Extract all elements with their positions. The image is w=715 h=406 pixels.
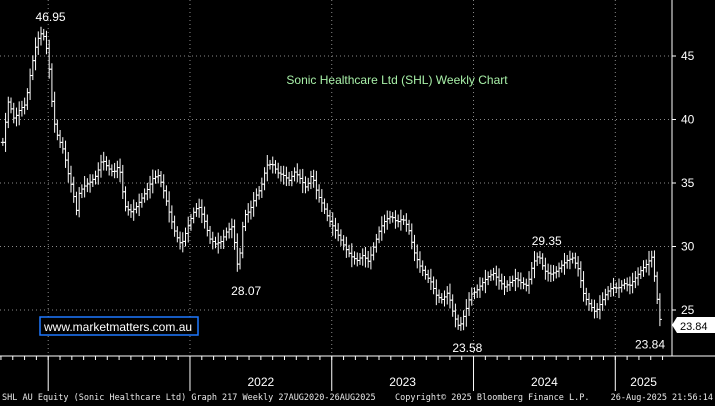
annotations: 46.95 28.07 23.58 29.35 23.84: [36, 10, 666, 355]
y-tick-label-30: 30: [681, 240, 695, 254]
price-annotation: 28.07: [231, 284, 261, 298]
x-year-label-2022: 2022: [248, 375, 275, 389]
website-link-box: [39, 316, 199, 336]
price-annotation: 23.84: [635, 338, 665, 352]
footer-timestamp: 26-Aug-2025 21:56:14: [610, 393, 713, 403]
x-year-label-2024: 2024: [531, 375, 558, 389]
y-tick-label-35: 35: [681, 176, 695, 190]
footer-bar: SHL AU Equity (Sonic Healthcare Ltd) Gra…: [0, 391, 715, 406]
chart-title: Sonic Healthcare Ltd (SHL) Weekly Chart: [286, 73, 508, 87]
y-tick-label-40: 40: [681, 113, 695, 127]
website-link-text[interactable]: www.marketmatters.com.au: [43, 320, 192, 334]
x-year-label-2023: 2023: [389, 375, 416, 389]
last-price-tag-text: 23.84: [680, 321, 708, 333]
price-annotation: 23.58: [452, 341, 482, 355]
y-tick-label-25: 25: [681, 303, 695, 317]
grid: [0, 0, 672, 356]
website-link[interactable]: www.marketmatters.com.au: [39, 316, 199, 336]
x-year-label-2025: 2025: [630, 375, 657, 389]
footer-copyright: Copyright© 2025 Bloomberg Finance L.P.: [395, 393, 590, 403]
axes: 25 30 35 40 45 2022 2023 2024 2025: [0, 0, 715, 391]
ohlc-bars: [0, 26, 662, 331]
price-annotation: 46.95: [36, 10, 66, 24]
y-tick-label-45: 45: [681, 49, 695, 63]
price-annotation: 29.35: [532, 234, 562, 248]
last-price-tag-shape: [672, 317, 715, 333]
last-price-tag: 23.84: [672, 317, 715, 333]
footer-security-info: SHL AU Equity (Sonic Healthcare Ltd) Gra…: [2, 393, 376, 403]
